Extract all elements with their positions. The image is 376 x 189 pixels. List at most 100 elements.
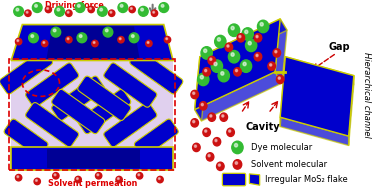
Circle shape [138, 6, 148, 16]
Circle shape [96, 173, 102, 179]
Text: Irregular MoS₂ flake: Irregular MoS₂ flake [265, 175, 347, 184]
Circle shape [141, 8, 144, 11]
Circle shape [100, 8, 103, 11]
Circle shape [243, 62, 246, 66]
Circle shape [101, 10, 105, 14]
Text: Dye molecular: Dye molecular [251, 143, 312, 152]
Circle shape [205, 69, 207, 72]
Circle shape [256, 35, 258, 38]
Polygon shape [249, 174, 260, 185]
Circle shape [227, 45, 229, 47]
Polygon shape [47, 149, 139, 168]
Circle shape [203, 128, 211, 136]
Circle shape [191, 119, 199, 127]
Circle shape [221, 72, 224, 75]
Circle shape [17, 40, 19, 42]
Circle shape [132, 35, 134, 37]
FancyBboxPatch shape [0, 50, 53, 94]
Circle shape [57, 8, 60, 11]
Circle shape [53, 29, 56, 32]
Polygon shape [11, 25, 173, 60]
Polygon shape [47, 26, 139, 59]
FancyBboxPatch shape [104, 103, 157, 147]
Text: Driving force: Driving force [45, 1, 104, 10]
Circle shape [233, 68, 241, 76]
Circle shape [41, 40, 48, 47]
Circle shape [53, 173, 59, 179]
Circle shape [147, 42, 149, 43]
Text: Solvent molecular: Solvent molecular [251, 160, 327, 169]
Circle shape [26, 11, 28, 13]
Circle shape [231, 53, 234, 56]
Circle shape [225, 43, 233, 51]
Circle shape [217, 38, 220, 41]
Circle shape [67, 11, 69, 13]
Circle shape [193, 120, 195, 123]
Circle shape [15, 174, 22, 181]
Polygon shape [285, 57, 354, 85]
FancyBboxPatch shape [4, 119, 48, 157]
Circle shape [232, 55, 237, 60]
Circle shape [129, 33, 139, 43]
Circle shape [205, 130, 207, 132]
FancyBboxPatch shape [222, 173, 246, 186]
Circle shape [242, 28, 253, 40]
Circle shape [193, 92, 195, 94]
Circle shape [270, 64, 272, 66]
Circle shape [136, 173, 143, 179]
Circle shape [215, 139, 217, 142]
Circle shape [32, 37, 36, 41]
Circle shape [106, 31, 111, 35]
Circle shape [239, 35, 241, 38]
Circle shape [254, 53, 262, 61]
Circle shape [231, 26, 234, 30]
Circle shape [89, 8, 91, 9]
Circle shape [275, 50, 277, 53]
Polygon shape [195, 57, 207, 121]
Polygon shape [275, 19, 287, 83]
Circle shape [211, 60, 223, 72]
Circle shape [222, 115, 224, 117]
Circle shape [205, 52, 209, 57]
Circle shape [166, 38, 168, 40]
Circle shape [142, 10, 146, 14]
Circle shape [133, 37, 136, 41]
Circle shape [206, 153, 214, 161]
Circle shape [210, 115, 212, 117]
Circle shape [109, 10, 115, 16]
Circle shape [55, 31, 58, 35]
Circle shape [45, 6, 52, 13]
Circle shape [235, 143, 238, 147]
Circle shape [31, 35, 33, 37]
Circle shape [248, 41, 251, 45]
Circle shape [210, 58, 212, 60]
FancyBboxPatch shape [130, 50, 183, 94]
Circle shape [214, 62, 217, 66]
Circle shape [159, 3, 168, 12]
Circle shape [254, 34, 262, 42]
Circle shape [240, 60, 252, 72]
Circle shape [218, 40, 223, 45]
Circle shape [79, 7, 82, 11]
Circle shape [203, 68, 211, 76]
Circle shape [58, 10, 62, 14]
Circle shape [15, 38, 22, 45]
Circle shape [79, 35, 82, 37]
Circle shape [268, 62, 276, 70]
Polygon shape [280, 57, 354, 136]
FancyBboxPatch shape [52, 89, 105, 134]
Circle shape [92, 40, 98, 47]
FancyBboxPatch shape [26, 63, 79, 107]
Circle shape [77, 33, 87, 43]
FancyBboxPatch shape [52, 76, 105, 120]
FancyBboxPatch shape [26, 103, 79, 147]
Text: Gap: Gap [329, 42, 350, 52]
Circle shape [232, 141, 243, 154]
Circle shape [151, 10, 158, 16]
Circle shape [256, 54, 258, 57]
Circle shape [235, 162, 238, 164]
Circle shape [162, 7, 166, 11]
Circle shape [201, 47, 212, 59]
Circle shape [213, 138, 221, 146]
Circle shape [237, 34, 245, 42]
